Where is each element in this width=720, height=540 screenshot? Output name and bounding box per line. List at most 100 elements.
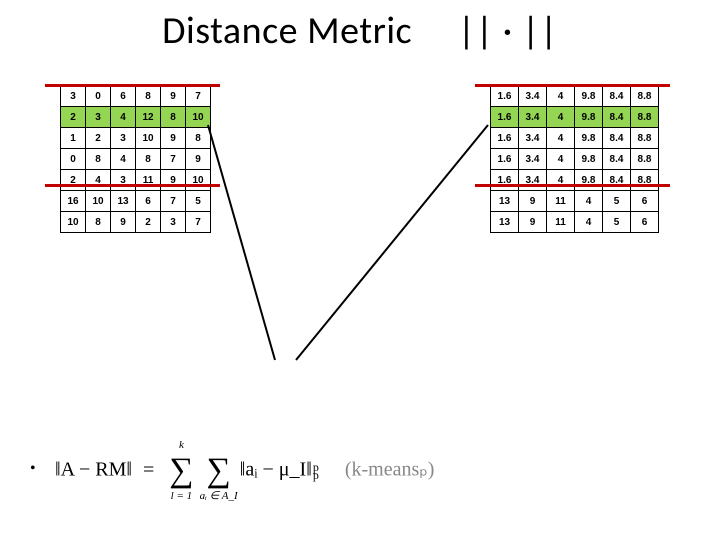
table-cell: 13 <box>111 191 136 212</box>
kmeans-note: (k-meansₚ) <box>345 459 435 481</box>
table-cell: 3 <box>61 86 86 107</box>
red-line <box>45 84 220 87</box>
table-cell: 2 <box>86 128 111 149</box>
table-cell: 5 <box>603 212 631 233</box>
table-cell: 9 <box>519 191 547 212</box>
table-cell: 6 <box>136 191 161 212</box>
table-cell: 9.8 <box>575 107 603 128</box>
sigma1-top: k <box>179 440 184 451</box>
table-cell: 5 <box>186 191 211 212</box>
table-cell: 4 <box>547 128 575 149</box>
table-cell: 1 <box>61 128 86 149</box>
table-cell: 11 <box>547 212 575 233</box>
diag-line-2 <box>296 125 488 360</box>
table-cell: 8 <box>186 128 211 149</box>
table-cell: 7 <box>161 191 186 212</box>
table-cell: 6 <box>631 212 659 233</box>
table-cell: 8 <box>161 107 186 128</box>
table-cell: 12 <box>136 107 161 128</box>
sub: p <box>313 469 319 481</box>
table-row: 1.63.449.88.48.8 <box>491 107 659 128</box>
table-cell: 3.4 <box>519 128 547 149</box>
table-cell: 2 <box>61 107 86 128</box>
table-cell: 3.4 <box>519 170 547 191</box>
table-row: 13911456 <box>491 191 659 212</box>
table-cell: 1.6 <box>491 86 519 107</box>
table-cell: 7 <box>161 149 186 170</box>
diag-line-1 <box>208 125 275 360</box>
table-cell: 6 <box>631 191 659 212</box>
table-cell: 4 <box>547 170 575 191</box>
formula-area: • ‖A − RM‖ = ∑ k l = 1 ∑ aᵢ ∈ A_I ‖aᵢ − … <box>30 430 690 510</box>
table-cell: 4 <box>547 86 575 107</box>
left-table-wrap: 3068972341281012310980848792431191016101… <box>60 85 211 233</box>
table-row: 1.63.449.88.48.8 <box>491 170 659 191</box>
title-text-left: Distance Metric <box>162 8 412 54</box>
table-cell: 10 <box>61 212 86 233</box>
table-cell: 9 <box>161 128 186 149</box>
table-cell: 4 <box>547 149 575 170</box>
table-row: 161013675 <box>61 191 211 212</box>
table-cell: 1.6 <box>491 149 519 170</box>
table-cell: 9 <box>161 86 186 107</box>
eq: = <box>143 459 154 481</box>
table-row: 13911456 <box>491 212 659 233</box>
red-line <box>475 184 670 187</box>
table-cell: 2 <box>61 170 86 191</box>
table-cell: 8 <box>136 86 161 107</box>
sigma2-bot: aᵢ ∈ A_I <box>200 491 238 502</box>
table-cell: 8.8 <box>631 170 659 191</box>
table-cell: 3 <box>111 170 136 191</box>
table-row: 1.63.449.88.48.8 <box>491 149 659 170</box>
table-cell: 3 <box>86 107 111 128</box>
sigma1-bot: l = 1 <box>171 491 192 502</box>
table-cell: 4 <box>111 107 136 128</box>
table-row: 1089237 <box>61 212 211 233</box>
table-cell: 8.4 <box>603 86 631 107</box>
bullet: • <box>30 460 36 478</box>
left-table: 3068972341281012310980848792431191016101… <box>60 85 211 233</box>
table-cell: 4 <box>575 212 603 233</box>
table-cell: 2 <box>136 212 161 233</box>
table-cell: 10 <box>186 170 211 191</box>
table-row: 23412810 <box>61 107 211 128</box>
table-cell: 4 <box>575 191 603 212</box>
rhs-norm: ‖aᵢ − μ_I‖ <box>240 459 312 481</box>
table-cell: 0 <box>86 86 111 107</box>
sigma-2: ∑ aᵢ ∈ A_I <box>207 454 231 488</box>
table-row: 1.63.449.88.48.8 <box>491 86 659 107</box>
lhs: ‖A − RM‖ <box>55 459 132 481</box>
table-cell: 3.4 <box>519 86 547 107</box>
table-cell: 9 <box>186 149 211 170</box>
table-cell: 5 <box>603 191 631 212</box>
slide-title: Distance Metric || · || <box>0 8 720 54</box>
table-cell: 8.8 <box>631 149 659 170</box>
red-line <box>45 184 220 187</box>
table-cell: 8.4 <box>603 128 631 149</box>
table-cell: 3 <box>111 128 136 149</box>
formula-body: ‖A − RM‖ = ∑ k l = 1 ∑ aᵢ ∈ A_I ‖aᵢ − μ_… <box>55 454 434 488</box>
table-cell: 10 <box>136 128 161 149</box>
table-cell: 0 <box>61 149 86 170</box>
table-cell: 4 <box>547 107 575 128</box>
table-cell: 6 <box>111 86 136 107</box>
table-cell: 8.4 <box>603 149 631 170</box>
table-cell: 8.8 <box>631 107 659 128</box>
table-cell: 10 <box>86 191 111 212</box>
table-cell: 9 <box>111 212 136 233</box>
table-row: 1.63.449.88.48.8 <box>491 128 659 149</box>
table-row: 24311910 <box>61 170 211 191</box>
table-cell: 9 <box>519 212 547 233</box>
right-table-wrap: 1.63.449.88.48.81.63.449.88.48.81.63.449… <box>490 85 659 233</box>
right-table: 1.63.449.88.48.81.63.449.88.48.81.63.449… <box>490 85 659 233</box>
title-text-right: || · || <box>458 8 558 54</box>
red-line <box>475 84 670 87</box>
table-cell: 9.8 <box>575 128 603 149</box>
table-cell: 7 <box>186 86 211 107</box>
sigma-1: ∑ k l = 1 <box>169 454 193 488</box>
table-cell: 8 <box>86 212 111 233</box>
table-cell: 9 <box>161 170 186 191</box>
table-cell: 4 <box>111 149 136 170</box>
table-cell: 3 <box>161 212 186 233</box>
table-cell: 11 <box>547 191 575 212</box>
